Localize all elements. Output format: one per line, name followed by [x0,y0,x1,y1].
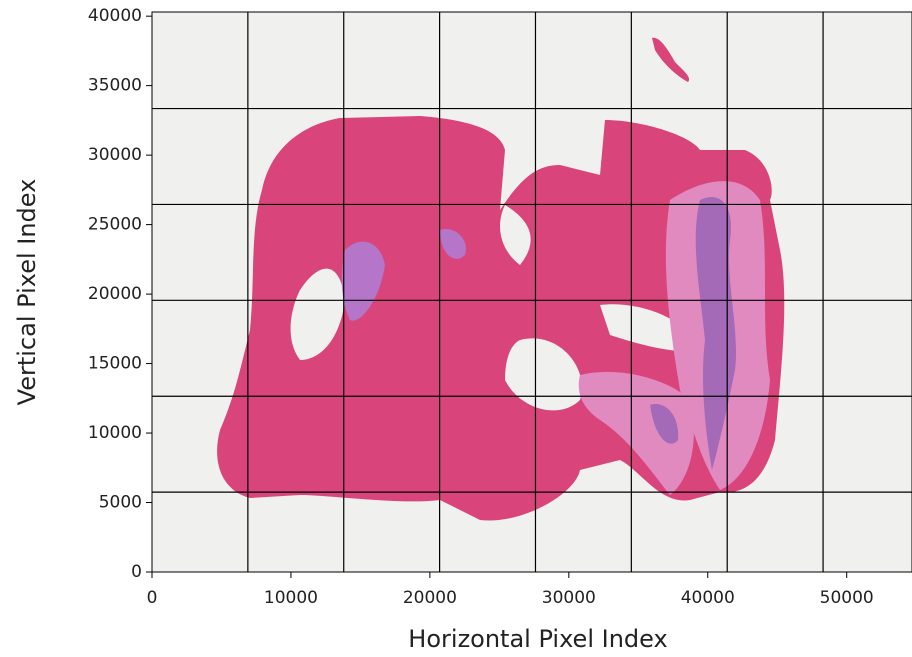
x-tick-label: 40000 [681,588,735,608]
slide-image [152,12,912,572]
y-tick-label: 10000 [88,423,142,443]
plot-frame [151,11,912,573]
y-tick-label: 30000 [88,145,142,165]
x-tick-label: 20000 [403,588,457,608]
y-tick-label: 35000 [88,76,142,96]
x-tick-label: 0 [147,588,158,608]
x-axis-label: Horizontal Pixel Index [408,625,667,653]
y-tick-label: 20000 [88,284,142,304]
y-tick-label: 5000 [99,493,142,513]
y-tick-label: 40000 [88,6,142,26]
y-tick-label: 25000 [88,215,142,235]
y-tick-label: 15000 [88,354,142,374]
x-tick-label: 30000 [542,588,596,608]
x-tick-label: 50000 [820,588,874,608]
y-tick-label: 0 [131,562,142,582]
x-tick-label: 10000 [264,588,318,608]
y-axis-label: Vertical Pixel Index [13,179,41,406]
